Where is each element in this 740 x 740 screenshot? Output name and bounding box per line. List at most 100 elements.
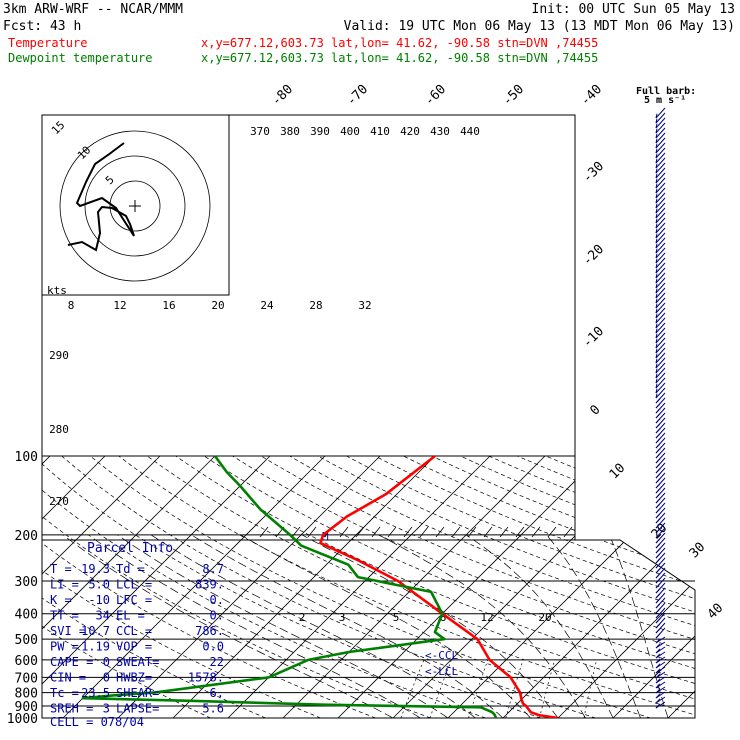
- dry-adiabat-line: [61, 455, 596, 718]
- plot-frame: [41, 114, 696, 719]
- wind-barb-feather: [655, 312, 666, 324]
- wind-barb-feather: [655, 607, 666, 619]
- wind-barb-feather: [655, 217, 666, 229]
- temperature-profile: [319, 454, 559, 718]
- isotherm-line: [723, 456, 740, 718]
- wind-barb-feather: [655, 367, 666, 379]
- wind-barb-feather: [655, 397, 666, 409]
- wind-barb-feather: [655, 577, 666, 589]
- hodo-speed-label: 32: [358, 299, 371, 312]
- wind-barb-feather: [655, 242, 666, 254]
- freezing-tick: [355, 526, 365, 538]
- parcel-label: HWBZ=: [116, 671, 152, 685]
- wind-barb-feather: [655, 552, 666, 564]
- model-name: 3km ARW-WRF -- NCAR/MMM: [3, 2, 183, 17]
- parcel-label: Tc =: [50, 686, 79, 700]
- wind-barb-feather: [655, 457, 666, 469]
- theta-label: 390: [310, 125, 330, 138]
- valid-time: Valid: 19 UTC Mon 06 May 13 (13 MDT Mon …: [344, 19, 735, 34]
- wind-barb-feather: [655, 487, 666, 499]
- hodo-speed-label: 20: [211, 299, 224, 312]
- parcel-value: 0.0: [202, 640, 224, 654]
- parcel-label: PW =: [50, 640, 79, 654]
- parcel-value: 0: [103, 655, 110, 669]
- freezing-tick: [371, 526, 381, 538]
- wind-barb-feather: [655, 382, 666, 394]
- isotherm-line: [117, 455, 381, 718]
- mixing-ratio-label: 3: [339, 611, 346, 624]
- wind-barb-feather: [655, 467, 666, 479]
- wind-barb-feather: [655, 686, 666, 694]
- parcel-value: 839.: [195, 578, 224, 592]
- wind-barb-feather: [655, 227, 666, 239]
- hodograph-ring: [84, 155, 186, 257]
- wind-barb-feather: [655, 157, 666, 169]
- parcel-label: SVI =: [50, 624, 86, 638]
- wind-barb-feather: [655, 512, 666, 524]
- pressure-tick-label: 100: [15, 450, 38, 465]
- moist-adiabat-line: [301, 534, 559, 718]
- wind-barb-feather: [655, 547, 666, 559]
- freezing-tick: [387, 526, 397, 538]
- parcel-label: SHEAR=: [116, 686, 159, 700]
- parcel-label: SWEAT=: [116, 655, 159, 669]
- hodograph-units: kts: [47, 284, 67, 297]
- wind-barb-feather: [655, 347, 666, 359]
- isotherm-label: 40: [705, 601, 727, 623]
- parcel-value: 10.7: [81, 624, 110, 638]
- wind-barb-feather: [655, 701, 666, 709]
- wind-barb-feather: [655, 557, 666, 569]
- dry-adiabat-line: [42, 455, 486, 718]
- wind-barb-feather: [655, 477, 666, 489]
- wind-barb-feather: [655, 372, 666, 384]
- parcel-label: LI =: [50, 578, 79, 592]
- wind-barb-feather: [655, 192, 666, 204]
- wind-barb-feather: [655, 272, 666, 284]
- freezing-tick: [435, 526, 445, 538]
- parcel-value: 1.19: [81, 640, 110, 654]
- hodo-speed-label: 28: [309, 299, 322, 312]
- wind-barb-feather: [655, 636, 666, 644]
- wind-barb-feather: [655, 612, 666, 624]
- wind-barb-feather: [655, 666, 666, 674]
- isotherm-label: -30: [580, 159, 607, 186]
- wind-barb-feather: [655, 322, 666, 334]
- melting-level-marker: M: [322, 530, 329, 543]
- wind-barb-feather: [655, 332, 666, 344]
- isotherm-line: [42, 455, 216, 718]
- wind-barb-feather: [655, 432, 666, 444]
- isotherm-line: [337, 455, 601, 718]
- parcel-label: LCL =: [116, 578, 152, 592]
- parcel-value: 6.: [210, 686, 224, 700]
- hodograph-ring: [59, 130, 211, 282]
- wind-barb-feather: [655, 617, 666, 629]
- theta-e-label: 290: [49, 349, 69, 362]
- wind-barb-feather: [655, 671, 666, 679]
- dry-adiabat-line: [42, 455, 266, 718]
- theta-label: 420: [400, 125, 420, 138]
- wind-barb-feather: [655, 696, 666, 704]
- mixing-ratio-line: [400, 659, 425, 718]
- wind-barb-feather: [655, 327, 666, 339]
- dry-adiabat-line: [317, 455, 695, 718]
- hodograph-center-marker: [129, 200, 141, 212]
- wind-barb-feather: [655, 122, 666, 134]
- freezing-tick: [467, 526, 477, 538]
- pressure-tick-label: 1000: [7, 712, 38, 727]
- mixing-ratio-line: [583, 659, 597, 718]
- wind-barb-feather: [655, 646, 666, 654]
- pressure-tick-label: 600: [15, 654, 38, 669]
- theta-label: 380: [280, 125, 300, 138]
- wind-barb-feather: [655, 661, 666, 669]
- wind-barb-feather: [655, 142, 666, 154]
- parcel-value: -10: [88, 593, 110, 607]
- wind-barb-feather: [655, 357, 666, 369]
- wind-barb-feather: [655, 177, 666, 189]
- isotherm-label: -70: [344, 82, 371, 109]
- isotherm-label: -60: [422, 82, 449, 109]
- pressure-tick-label: 700: [15, 671, 38, 686]
- isotherm-line: [42, 455, 271, 718]
- wind-barb-feather: [655, 562, 666, 574]
- parcel-label: EL =: [116, 609, 145, 623]
- wind-barb-feather: [655, 267, 666, 279]
